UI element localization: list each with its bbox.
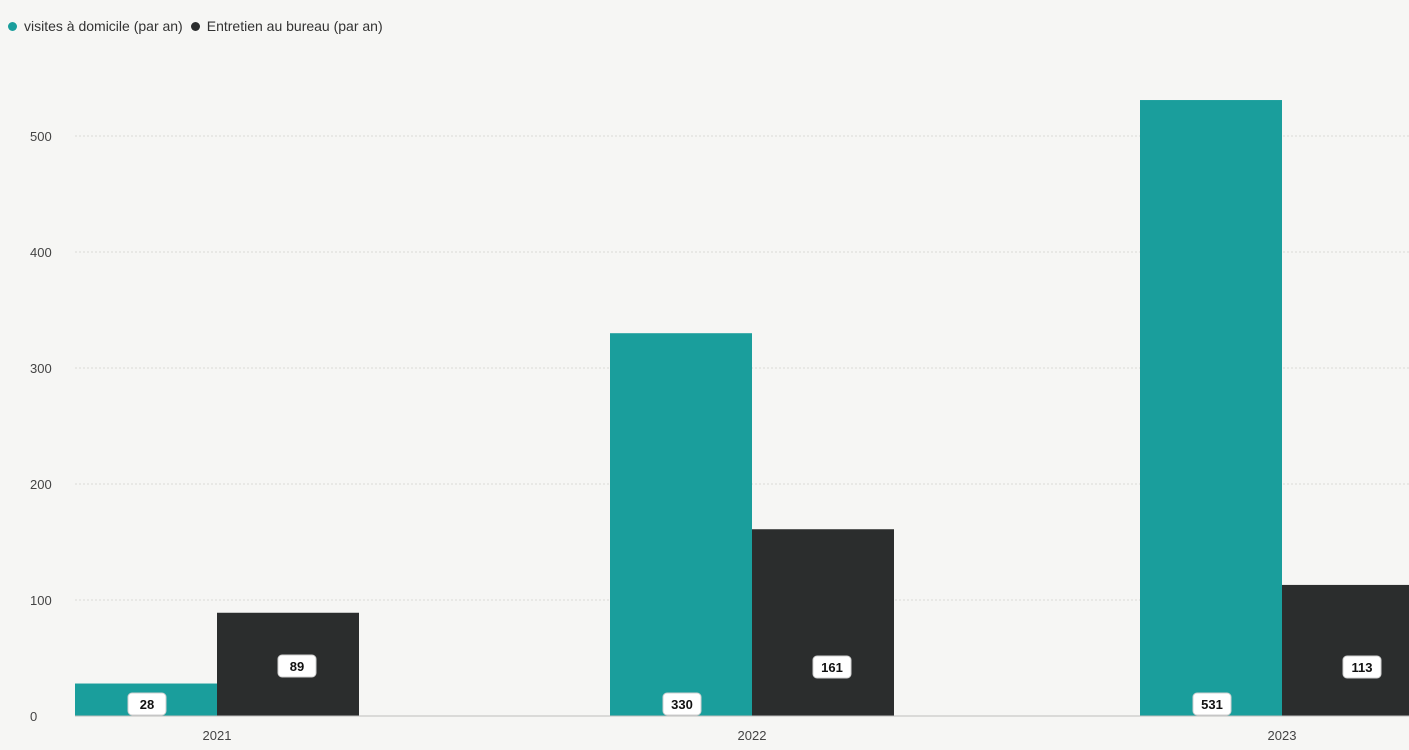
x-tick-label: 2021: [203, 728, 232, 743]
y-tick-label: 400: [30, 245, 52, 260]
data-label-box: [1342, 655, 1382, 679]
data-label-box: [277, 654, 317, 678]
bar[interactable]: [752, 529, 894, 716]
legend: visites à domicile (par an) Entretien au…: [8, 18, 391, 34]
data-label: 89: [290, 659, 304, 674]
y-tick-label: 0: [30, 709, 37, 724]
bar[interactable]: [1282, 584, 1409, 716]
data-label-box: [127, 692, 167, 716]
y-tick-label: 500: [30, 129, 52, 144]
y-tick-label: 100: [30, 593, 52, 608]
data-label-box: [662, 692, 702, 716]
legend-label-home-visits: visites à domicile (par an): [24, 18, 183, 34]
legend-item-home-visits[interactable]: visites à domicile (par an): [8, 18, 183, 34]
data-label: 113: [1352, 660, 1373, 675]
y-tick-label: 300: [30, 361, 52, 376]
x-tick-label: 2022: [738, 728, 767, 743]
legend-dot-office-interviews: [190, 21, 200, 31]
legend-dot-home-visits: [8, 21, 17, 31]
bar[interactable]: [1140, 100, 1282, 717]
y-tick-label: 200: [30, 477, 52, 492]
legend-label-office-interviews: Entretien au bureau (par an): [206, 18, 383, 34]
data-label: 28: [140, 697, 154, 712]
data-label-box: [812, 655, 852, 679]
data-label: 161: [821, 660, 843, 675]
data-label-box: [1192, 692, 1232, 716]
data-label: 330: [671, 697, 693, 712]
bar[interactable]: [610, 333, 752, 716]
x-tick-label: 2023: [1268, 728, 1297, 743]
data-label: 531: [1201, 697, 1223, 712]
legend-item-office-interviews[interactable]: Entretien au bureau (par an): [190, 18, 383, 34]
